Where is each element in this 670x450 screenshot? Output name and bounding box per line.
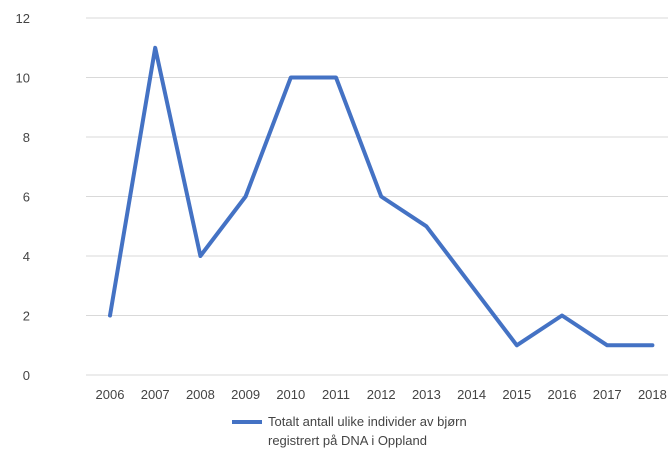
x-tick-label: 2016	[548, 387, 577, 402]
x-axis-ticks: 2006 2007 2008 2009 2010 2011 2012 2013 2014 2015…	[96, 387, 667, 402]
y-axis-ticks: 0 2 4 6 8 10 12	[16, 11, 30, 383]
x-tick-label: 2009	[231, 387, 260, 402]
x-tick-label: 2006	[96, 387, 125, 402]
legend-label-line1: Totalt antall ulike individer av bjørn	[268, 414, 467, 429]
y-tick-label: 0	[23, 368, 30, 383]
y-tick-label: 12	[16, 11, 30, 26]
legend: Totalt antall ulike individer av bjørn r…	[232, 414, 467, 448]
x-tick-label: 2014	[457, 387, 486, 402]
x-tick-label: 2011	[322, 387, 350, 402]
x-tick-label: 2015	[502, 387, 531, 402]
series-line	[108, 45, 655, 348]
y-tick-label: 10	[16, 71, 30, 86]
x-tick-label: 2008	[186, 387, 215, 402]
x-tick-label: 2017	[593, 387, 622, 402]
x-tick-label: 2012	[367, 387, 396, 402]
x-tick-label: 2010	[276, 387, 305, 402]
y-tick-label: 2	[23, 309, 30, 324]
x-tick-label: 2007	[141, 387, 170, 402]
x-tick-label: 2013	[412, 387, 441, 402]
y-tick-label: 4	[23, 249, 30, 264]
grid-lines	[86, 17, 668, 376]
y-tick-label: 8	[23, 130, 30, 145]
x-tick-label: 2018	[638, 387, 667, 402]
legend-label-line2: registrert på DNA i Oppland	[268, 433, 427, 448]
y-tick-label: 6	[23, 190, 30, 205]
